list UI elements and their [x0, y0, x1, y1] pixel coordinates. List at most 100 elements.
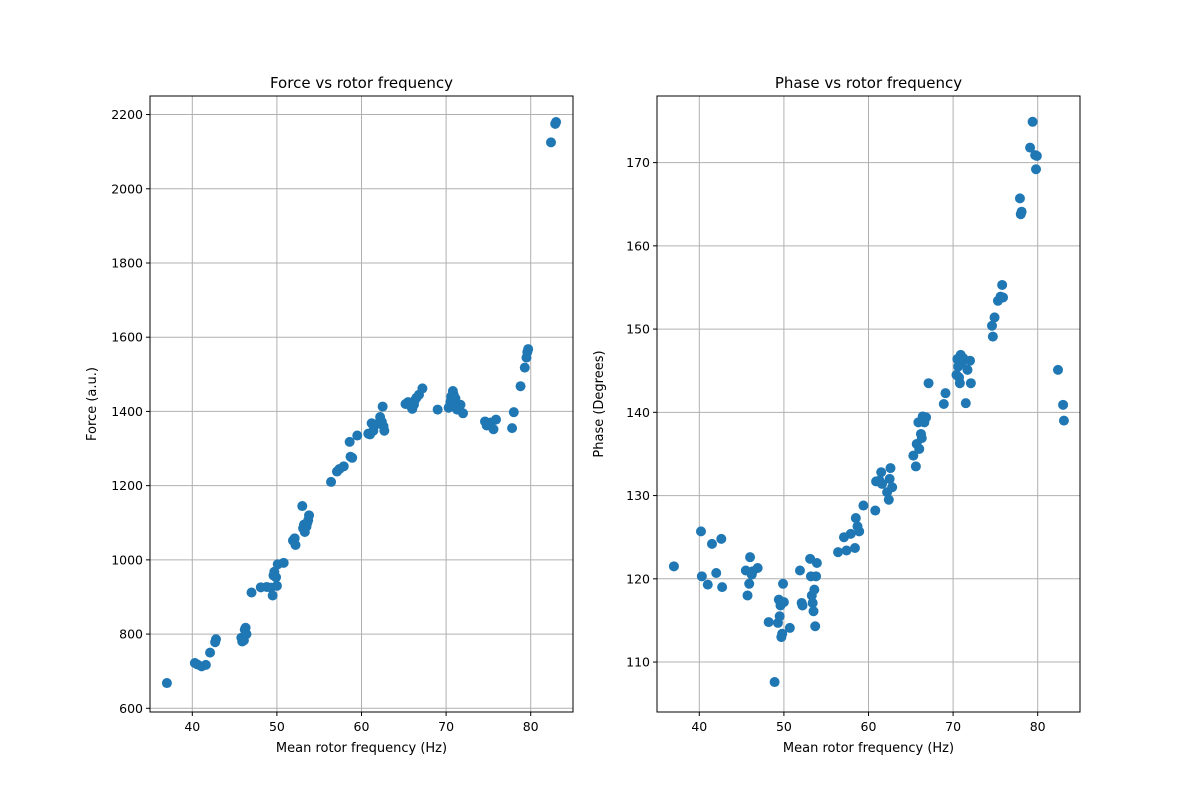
phase-data-point	[997, 279, 1008, 290]
phase-data-point	[777, 628, 788, 639]
force-data-point	[432, 404, 443, 415]
force-data-point	[344, 436, 355, 447]
force-data-point	[347, 452, 358, 463]
phase-grid	[657, 96, 1080, 712]
force-data-point	[246, 587, 257, 598]
force-x-tick-label: 70	[438, 719, 454, 734]
force-points	[161, 116, 562, 689]
phase-data-point	[769, 677, 780, 688]
phase-data-point	[849, 543, 860, 554]
force-ylabel: Force (a.u.)	[85, 367, 100, 441]
phase-data-point	[965, 355, 976, 366]
force-data-point	[377, 401, 388, 412]
force-ticks: 40 50 60 70 80 600 800 1000 1200 1400 1600 1800 2000…	[111, 107, 539, 734]
force-data-point	[352, 430, 363, 441]
phase-data-point	[811, 557, 822, 568]
force-title: Force vs rotor frequency	[270, 74, 453, 92]
phase-data-point	[923, 378, 934, 389]
phase-data-point	[744, 578, 755, 589]
phase-data-point	[774, 611, 785, 622]
force-data-point	[200, 659, 211, 670]
force-grid	[150, 96, 573, 712]
force-data-point	[519, 362, 530, 373]
force-panel: 40 50 60 70 80 600 800 1000 1200 1400 1600 1800 2000…	[85, 74, 574, 756]
phase-data-point	[810, 621, 821, 632]
force-data-point	[458, 408, 469, 419]
phase-data-point	[1014, 193, 1025, 204]
phase-data-point	[908, 450, 919, 461]
force-y-tick-label: 1400	[111, 404, 143, 419]
phase-data-point	[965, 378, 976, 389]
phase-data-point	[987, 320, 998, 331]
phase-data-point	[940, 388, 951, 399]
phase-data-point	[954, 378, 965, 389]
phase-data-point	[921, 412, 932, 423]
phase-data-point	[833, 547, 844, 558]
phase-data-point	[850, 513, 861, 524]
phase-data-point	[1031, 150, 1042, 161]
force-data-point	[507, 423, 518, 434]
phase-data-point	[778, 578, 789, 589]
phase-ylabel: Phase (Degrees)	[592, 350, 607, 457]
phase-data-point	[916, 433, 927, 444]
force-data-point	[161, 678, 172, 689]
phase-data-point	[808, 606, 819, 617]
force-data-point	[508, 407, 519, 418]
phase-data-point	[858, 500, 869, 511]
phase-data-point	[989, 312, 1000, 323]
phase-data-point	[784, 622, 795, 633]
force-data-point	[488, 424, 499, 435]
phase-x-tick-label: 70	[945, 719, 961, 734]
phase-data-point	[1031, 164, 1042, 175]
phase-data-point	[938, 399, 949, 409]
force-data-point	[523, 344, 534, 355]
phase-xlabel: Mean rotor frequency (Hz)	[783, 741, 954, 756]
phase-data-point	[797, 600, 808, 611]
phase-data-point	[717, 582, 728, 593]
phase-data-point	[870, 505, 881, 516]
phase-data-point	[716, 533, 727, 544]
force-x-tick-label: 50	[269, 719, 285, 734]
phase-y-tick-label: 140	[626, 405, 650, 420]
force-data-point	[205, 647, 216, 658]
phase-ticks: 40 50 60 70 80 110 120 130 140 150 160 170	[626, 155, 1046, 734]
phase-data-point	[695, 526, 706, 537]
phase-title: Phase vs rotor frequency	[775, 74, 962, 92]
phase-data-point	[742, 590, 753, 601]
phase-data-point	[883, 494, 894, 505]
phase-data-point	[752, 562, 763, 573]
phase-data-point	[711, 567, 722, 578]
phase-x-tick-label: 60	[861, 719, 877, 734]
phase-x-tick-label: 40	[691, 719, 707, 734]
force-y-tick-label: 600	[119, 701, 143, 716]
force-data-point	[304, 510, 315, 521]
phase-y-tick-label: 160	[626, 238, 650, 253]
phase-data-point	[809, 584, 820, 595]
force-data-point	[338, 461, 349, 472]
phase-data-point	[1016, 206, 1027, 217]
phase-data-point	[841, 545, 852, 556]
force-y-tick-label: 1200	[111, 478, 143, 493]
force-xlabel: Mean rotor frequency (Hz)	[276, 741, 447, 756]
force-data-point	[241, 629, 252, 640]
phase-data-point	[1058, 415, 1069, 426]
phase-x-tick-label: 50	[776, 719, 792, 734]
phase-data-point	[887, 482, 898, 493]
phase-data-point	[745, 552, 756, 563]
force-x-tick-label: 80	[523, 719, 539, 734]
phase-data-point	[807, 597, 818, 608]
phase-data-point	[811, 571, 822, 582]
phase-data-point	[696, 571, 707, 582]
phase-data-point	[794, 565, 805, 576]
force-data-point	[267, 590, 278, 601]
phase-data-point	[1027, 116, 1038, 127]
phase-data-point	[998, 292, 1009, 303]
force-data-point	[515, 381, 526, 392]
phase-data-point	[763, 617, 774, 628]
force-data-point	[297, 501, 308, 512]
force-data-point	[210, 634, 221, 645]
force-data-point	[326, 476, 337, 487]
phase-panel: 40 50 60 70 80 110 120 130 140 150 160 170 Phase vs…	[592, 74, 1081, 756]
force-y-tick-label: 2200	[111, 107, 143, 122]
